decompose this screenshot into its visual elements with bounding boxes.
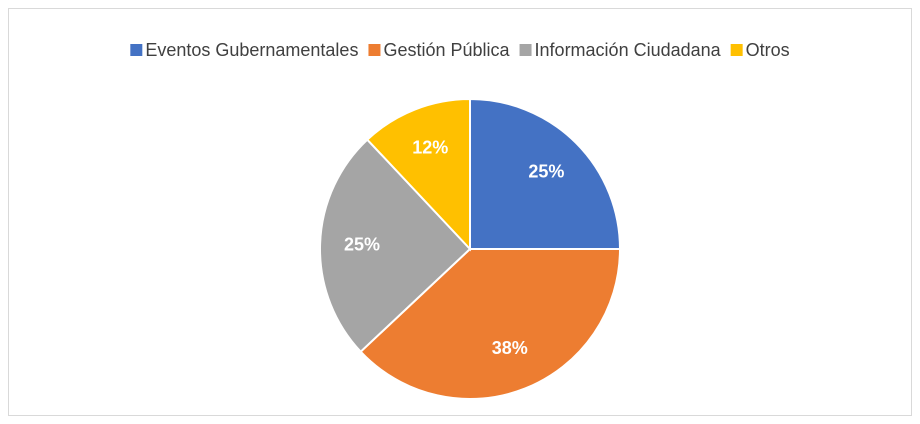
legend-label: Eventos Gubernamentales (145, 40, 358, 60)
data-label: 12% (412, 137, 448, 157)
pie-slice (469, 97, 622, 250)
legend-label: Otros (746, 40, 790, 60)
pie-slice (359, 248, 622, 400)
legend-label: Información Ciudadana (535, 40, 722, 60)
pie-slice (319, 138, 472, 354)
data-label: 38% (492, 338, 528, 358)
legend-swatch (368, 44, 381, 56)
data-label: 25% (344, 234, 380, 254)
legend-swatch (519, 44, 532, 56)
pie-slice (365, 97, 471, 252)
legend-swatch (730, 44, 743, 56)
data-label: 25% (528, 161, 564, 181)
legend-swatch (130, 44, 143, 56)
legend: Eventos Gubernamentales Gestión Pública In… (130, 40, 790, 60)
legend-label: Gestión Pública (383, 40, 510, 60)
